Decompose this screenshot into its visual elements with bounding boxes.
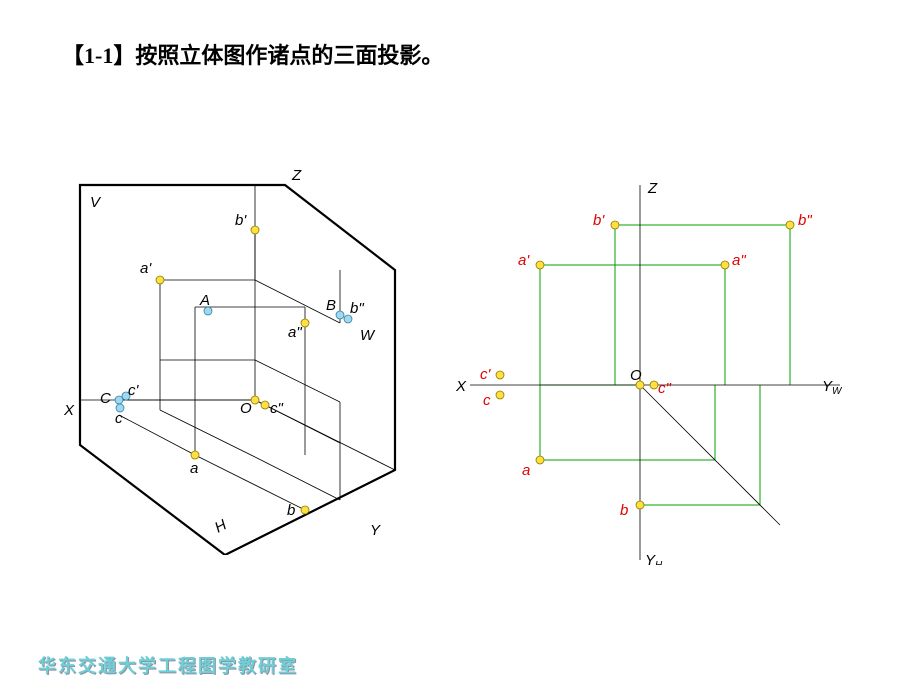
left-diagram: a' b' a" Oc" a b A Bb" Cc' c Z V W X Y H <box>40 155 420 555</box>
svg-text:Z: Z <box>291 167 302 184</box>
svg-text:a': a' <box>140 260 152 277</box>
svg-text:a': a' <box>518 252 530 269</box>
svg-text:H: H <box>212 516 230 536</box>
svg-text:b': b' <box>235 212 247 229</box>
svg-text:c': c' <box>480 366 492 383</box>
svg-text:YW: YW <box>822 378 843 397</box>
svg-text:c': c' <box>128 382 140 399</box>
svg-text:c": c" <box>270 400 284 417</box>
svg-text:W: W <box>360 327 376 344</box>
watermark: 华东交通大学工程图学教研室 <box>38 652 298 678</box>
svg-text:c": c" <box>658 380 672 397</box>
svg-text:O: O <box>630 367 642 384</box>
svg-text:C: C <box>100 390 111 407</box>
svg-text:X: X <box>63 402 75 419</box>
svg-text:b": b" <box>798 212 812 229</box>
svg-text:c: c <box>483 392 491 409</box>
svg-text:b': b' <box>593 212 605 229</box>
svg-text:a: a <box>522 462 530 479</box>
svg-text:V: V <box>90 194 102 211</box>
svg-text:c: c <box>115 410 123 427</box>
svg-text:a: a <box>190 460 198 477</box>
svg-text:YH: YH <box>645 552 663 565</box>
svg-text:Y: Y <box>370 522 381 539</box>
right-diagram: a' a" b' b" c' c Oc" a b Z X YW YH <box>440 165 860 565</box>
svg-text:a": a" <box>732 252 746 269</box>
svg-text:B: B <box>326 297 336 314</box>
svg-text:O: O <box>240 400 252 417</box>
svg-text:Z: Z <box>647 180 658 197</box>
page-title: 【1-1】按照立体图作诸点的三面投影。 <box>62 38 443 70</box>
svg-text:A: A <box>199 292 210 309</box>
svg-text:b": b" <box>350 300 364 317</box>
svg-text:b: b <box>620 502 628 519</box>
svg-text:b: b <box>287 502 295 519</box>
svg-text:X: X <box>455 378 467 395</box>
svg-text:a": a" <box>288 324 302 341</box>
